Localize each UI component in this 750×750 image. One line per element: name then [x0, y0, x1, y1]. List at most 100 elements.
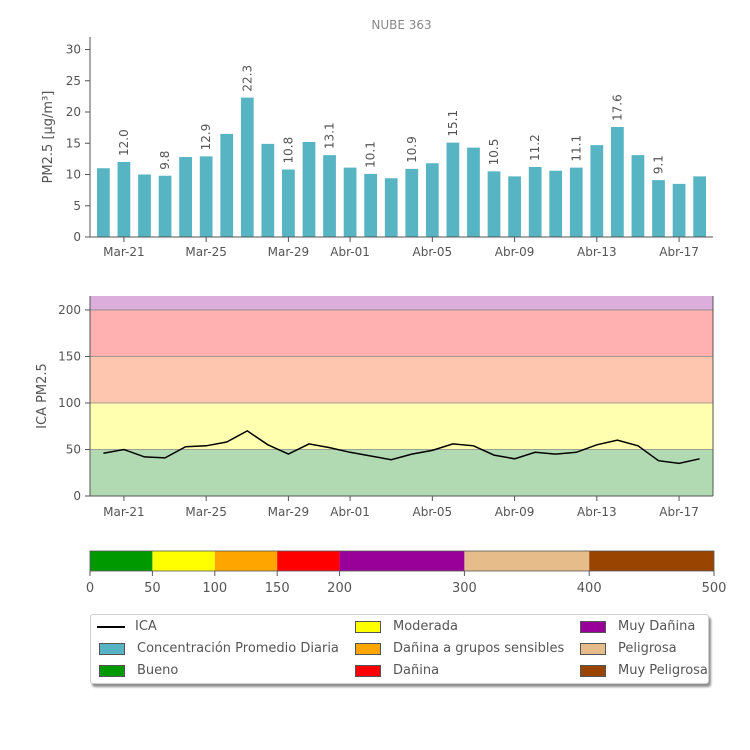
- bar: [467, 147, 480, 237]
- colorbar-tick-label: 200: [327, 581, 352, 596]
- legend: ICA Concentración Promedio Diaria Bueno …: [90, 614, 709, 684]
- x-tick-label: Abr-17: [659, 245, 699, 259]
- bar: [261, 143, 275, 237]
- chart-title: NUBE 363: [371, 18, 431, 32]
- x-tick-label: Abr-05: [413, 505, 453, 519]
- bar-data-label: 9.1: [652, 155, 666, 174]
- colorbar-tick-label: 400: [577, 581, 602, 596]
- bar: [611, 127, 624, 237]
- x-tick-label: Abr-13: [577, 245, 617, 259]
- bar: [508, 176, 521, 237]
- bar: [282, 169, 295, 237]
- y-tick-label: 10: [66, 168, 81, 182]
- bar: [138, 174, 151, 237]
- y-tick-label: 20: [66, 105, 81, 119]
- colorbar-segment: [214, 551, 278, 571]
- colorbar-segment: [589, 551, 714, 571]
- bar: [364, 173, 378, 237]
- bar-data-label: 12.9: [199, 124, 213, 151]
- bar: [343, 167, 357, 237]
- y-tick-label: 0: [73, 230, 81, 244]
- bar: [220, 133, 234, 237]
- legend-item-danina-sensibles: Dañina a grupos sensibles: [353, 641, 564, 656]
- bar: [569, 167, 583, 237]
- bar: [302, 142, 316, 237]
- bar-data-label: 22.3: [240, 65, 254, 92]
- ica-line-chart: 0 50 100 150 200 Mar-21 Mar-25 Mar-29 Abr-01 Abr-…: [35, 296, 714, 519]
- bar: [590, 145, 604, 237]
- bar-data-label: 10.8: [281, 137, 295, 164]
- x-tick-label: Abr-09: [495, 245, 535, 259]
- y-tick-label: 5: [73, 199, 81, 213]
- colorbar-segment: [277, 551, 340, 571]
- y-axis-label: PM2.5 [μg/m³]: [41, 91, 56, 184]
- bar-data-label: 10.9: [405, 136, 419, 163]
- colorbar-tick-label: 50: [144, 581, 161, 596]
- x-tick-label: Mar-25: [185, 505, 226, 519]
- y-axis-label: ICA PM2.5: [35, 363, 50, 429]
- legend-label: ICA: [135, 619, 157, 634]
- bar-data-label: 12.0: [117, 129, 131, 156]
- bar-data-label: 17.6: [610, 94, 624, 121]
- colorbar-segment: [90, 551, 153, 571]
- colorbar-tick-label: 100: [202, 581, 227, 596]
- x-tick-label: Abr-09: [495, 505, 535, 519]
- bar: [487, 171, 501, 237]
- bar-data-label: 15.1: [446, 110, 460, 137]
- x-tick-label: Mar-29: [268, 505, 309, 519]
- legend-label: Muy Dañina: [618, 619, 696, 634]
- legend-label: Dañina a grupos sensibles: [393, 641, 565, 656]
- x-tick-label: Abr-13: [577, 505, 617, 519]
- x-tick-label: Abr-17: [659, 505, 699, 519]
- legend-label: Bueno: [137, 663, 179, 678]
- colorbar-segment: [152, 551, 215, 571]
- colorbar-tick-label: 0: [86, 581, 94, 596]
- ica-band: [90, 309, 713, 357]
- bar: [405, 168, 419, 237]
- legend-item-danina: Dañina: [353, 663, 439, 678]
- legend-line-icon: [97, 625, 125, 628]
- legend-label: Dañina: [393, 663, 440, 678]
- bar-data-label: 13.1: [323, 122, 337, 149]
- legend-item-ica: ICA: [97, 619, 157, 634]
- bar: [425, 163, 439, 237]
- ica-series-line: [103, 430, 700, 465]
- colorbar-frame: [89, 550, 715, 572]
- legend-swatch-icon: [580, 664, 606, 677]
- legend-label: Peligrosa: [618, 641, 677, 656]
- ica-band: [90, 402, 713, 450]
- legend-swatch-icon: [99, 664, 125, 677]
- bar: [693, 176, 707, 237]
- legend-swatch-icon: [355, 664, 381, 677]
- colorbar-tick-label: 300: [452, 581, 477, 596]
- bar: [631, 155, 645, 237]
- legend-swatch-icon: [99, 642, 125, 655]
- x-tick-label: Mar-29: [268, 245, 309, 259]
- colorbar-tick-label: 150: [265, 581, 290, 596]
- bar-data-label: 9.8: [158, 151, 172, 170]
- bar: [117, 162, 131, 237]
- bar: [549, 170, 563, 237]
- y-tick-label: 25: [66, 74, 81, 88]
- legend-swatch-icon: [580, 642, 606, 655]
- bar: [384, 178, 398, 237]
- pm25-bar-chart: NUBE 363 12.0 9.8 12.9 22.3 10.8 13.1 10.1 10.9 1…: [41, 18, 713, 259]
- bar: [96, 168, 110, 237]
- legend-item-bueno: Bueno: [97, 663, 178, 678]
- ica-band: [90, 296, 713, 310]
- bar-data-label: 11.2: [528, 134, 542, 161]
- y-tick-label: 200: [58, 303, 81, 317]
- x-tick-label: Mar-25: [185, 245, 226, 259]
- legend-item-concentration: Concentración Promedio Diaria: [97, 641, 339, 656]
- bar-data-label: 11.1: [569, 135, 583, 162]
- x-tick-label: Mar-21: [103, 245, 144, 259]
- legend-item-moderada: Moderada: [353, 619, 458, 634]
- legend-item-muy-danina: Muy Dañina: [578, 619, 695, 634]
- legend-item-peligrosa: Peligrosa: [578, 641, 677, 656]
- x-tick-label: Mar-21: [103, 505, 144, 519]
- y-tick-label: 100: [58, 396, 81, 410]
- legend-swatch-icon: [355, 642, 381, 655]
- bar: [179, 157, 192, 237]
- bar: [240, 97, 254, 237]
